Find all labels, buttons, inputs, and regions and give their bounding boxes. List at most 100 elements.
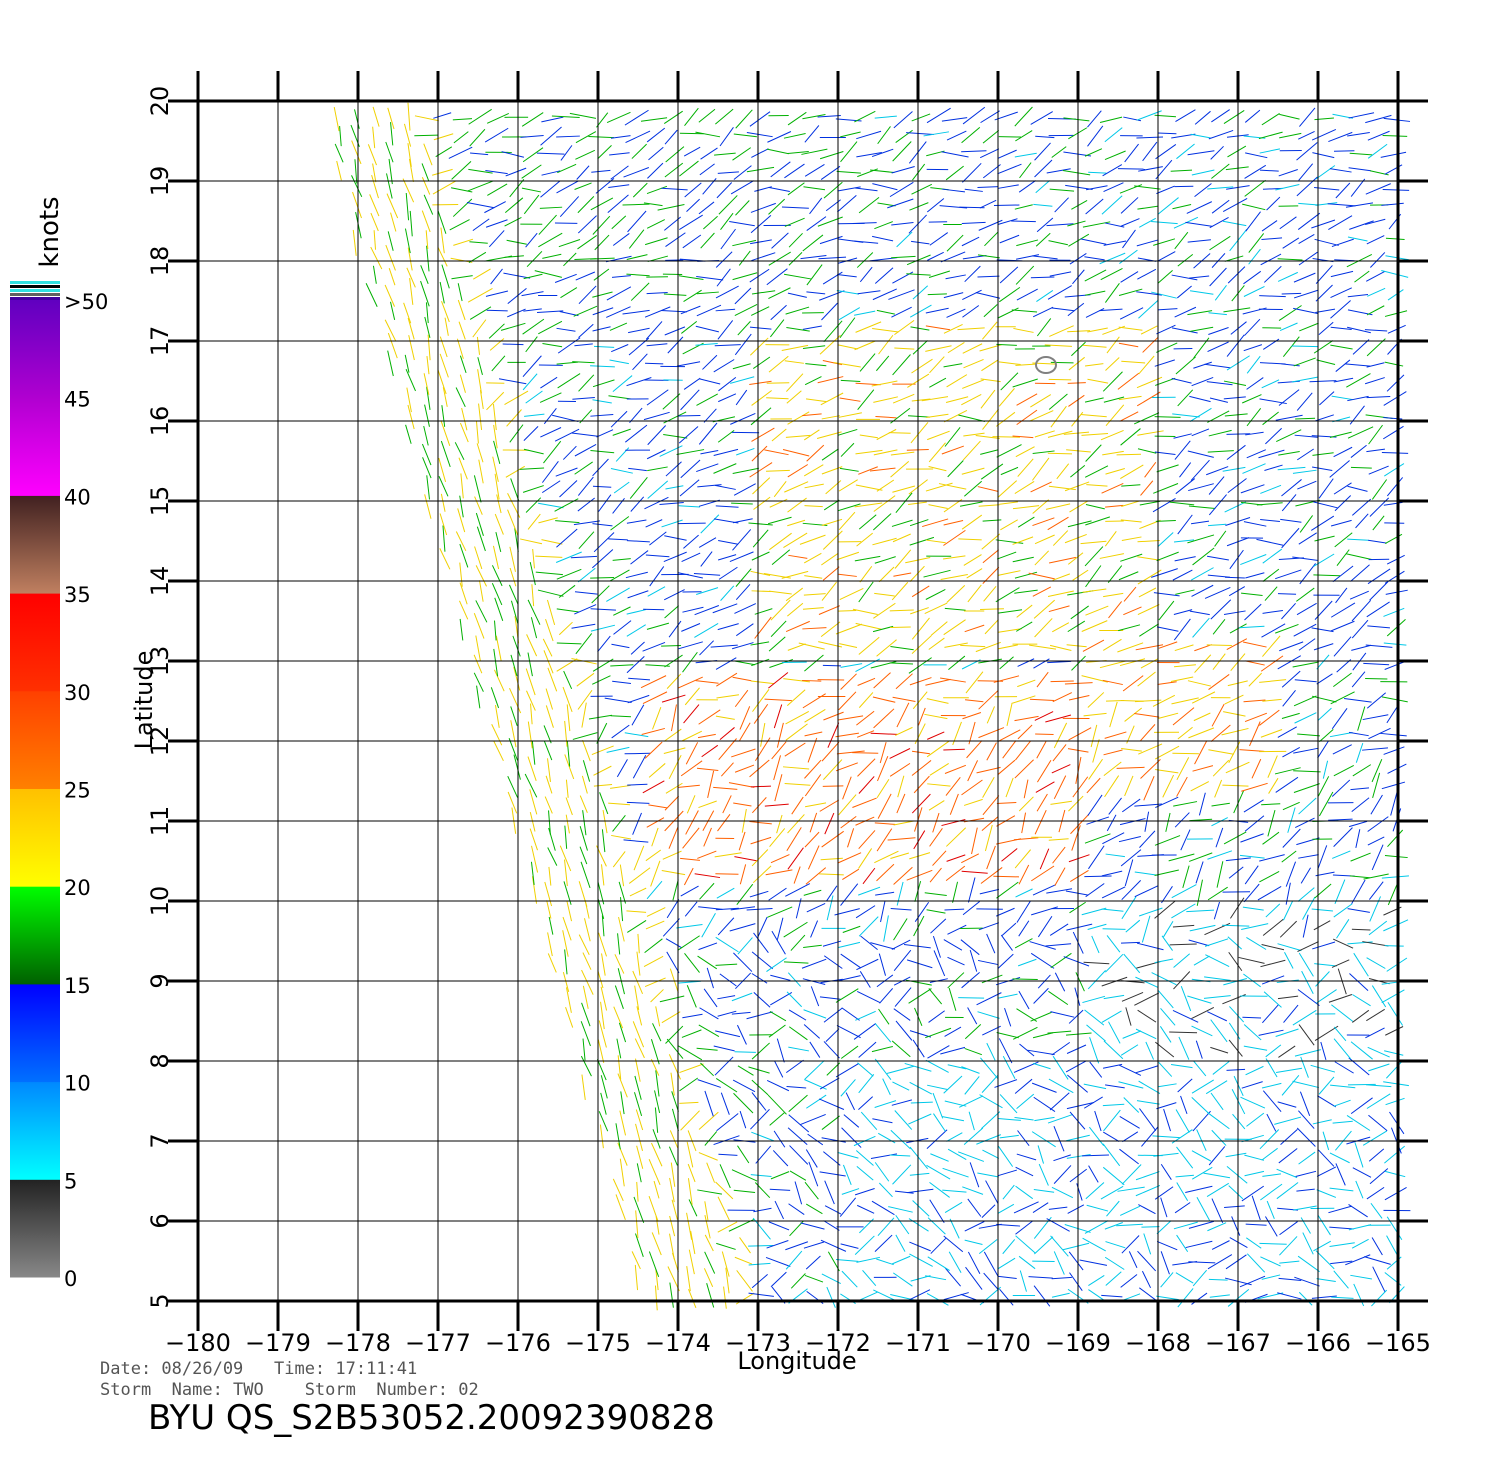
wind-barb	[1366, 271, 1385, 282]
wind-barb	[664, 795, 680, 811]
wind-barb	[1012, 435, 1034, 439]
wind-barb	[943, 1075, 963, 1094]
wind-barb	[606, 286, 632, 301]
wind-barb	[938, 483, 967, 490]
wind-barb	[525, 497, 542, 513]
wind-barb	[1267, 809, 1276, 837]
wind-barb	[1045, 943, 1072, 947]
wind-barb	[1156, 1102, 1177, 1110]
wind-barb	[895, 673, 913, 690]
wind-barb	[703, 1268, 714, 1287]
wind-barb	[752, 477, 771, 495]
wind-barb	[837, 344, 858, 350]
wind-barb	[702, 354, 718, 370]
wind-barb	[704, 1234, 714, 1252]
wind-barb	[840, 883, 859, 906]
wind-barb	[1036, 759, 1052, 783]
wind-barb	[629, 477, 648, 499]
wind-barb	[720, 212, 734, 231]
storm-name-line: Storm Name: TWO Storm Number: 02	[100, 1380, 479, 1400]
wind-barb	[1104, 1256, 1125, 1270]
wind-barb	[441, 301, 450, 323]
wind-barb	[982, 408, 999, 430]
wind-barb	[655, 1269, 659, 1291]
wind-barb	[663, 728, 682, 742]
wind-barb	[928, 1010, 945, 1023]
wind-barb	[644, 741, 663, 759]
wind-barb	[929, 828, 943, 847]
wind-barb	[1029, 644, 1057, 650]
wind-barb	[785, 620, 810, 632]
wind-barb	[1072, 776, 1089, 798]
wind-barb	[802, 234, 824, 252]
wind-barb	[734, 1256, 753, 1265]
wind-barb	[1226, 1165, 1248, 1184]
wind-barb	[630, 641, 645, 655]
wind-barb	[1191, 1166, 1213, 1180]
wind-barb	[855, 382, 881, 386]
wind-barb	[388, 267, 396, 286]
wind-barb	[1051, 1186, 1074, 1199]
wind-barb	[1052, 573, 1071, 581]
wind-barb	[1006, 703, 1013, 726]
wind-barb	[958, 997, 985, 999]
wind-barb	[642, 691, 668, 705]
wind-barb	[486, 112, 510, 124]
wind-barb	[715, 907, 739, 911]
wind-barb	[927, 293, 947, 296]
wind-barb	[617, 933, 621, 955]
wind-barb	[698, 906, 723, 910]
wind-barb	[648, 763, 666, 778]
wind-barb	[565, 797, 573, 816]
wind-barb	[966, 568, 983, 579]
wind-barb	[1224, 694, 1244, 705]
wind-barb	[1227, 145, 1247, 158]
product-id: BYU QS_S2B53052.20092390828	[148, 1398, 715, 1438]
wind-barb	[787, 519, 806, 527]
wind-barb	[466, 202, 495, 209]
wind-barb	[590, 608, 617, 611]
wind-barb	[665, 461, 682, 477]
wind-barb	[1033, 1285, 1051, 1307]
wind-barb	[1175, 1109, 1190, 1133]
wind-barb	[475, 565, 487, 587]
wind-barb	[718, 393, 737, 403]
wind-barb	[698, 942, 718, 951]
wind-barb	[627, 210, 647, 233]
wind-barb	[876, 479, 895, 492]
wind-barb	[467, 288, 493, 303]
wind-barb	[604, 697, 632, 704]
wind-barb	[1175, 356, 1196, 375]
wind-barb	[628, 467, 647, 472]
lon-tick-label: −172	[805, 1329, 871, 1357]
wind-barb	[1242, 1016, 1262, 1019]
wind-barb	[926, 107, 951, 124]
wind-barb	[622, 309, 650, 315]
wind-barb	[1019, 1043, 1035, 1057]
wind-barb	[1262, 1090, 1282, 1113]
wind-barb	[926, 909, 946, 914]
wind-barb	[372, 126, 376, 149]
wind-barb	[1012, 536, 1034, 545]
wind-barb	[713, 448, 739, 456]
wind-barb	[1158, 712, 1179, 719]
wind-barb	[1051, 146, 1067, 158]
wind-barb	[1105, 1271, 1122, 1286]
wind-barb	[1079, 1259, 1108, 1266]
wind-barb	[896, 881, 904, 906]
wind-barb	[695, 131, 721, 138]
wind-barb	[753, 991, 771, 1008]
wind-barb	[1102, 1143, 1121, 1167]
wind-barb	[1350, 852, 1371, 862]
wind-barb	[784, 742, 806, 757]
wind-barb	[1014, 480, 1035, 494]
wind-barb	[716, 182, 733, 199]
wind-barb	[874, 592, 895, 597]
wind-barb	[982, 519, 1002, 522]
wind-barb	[1015, 888, 1033, 898]
wind-barb	[1080, 540, 1107, 545]
wind-barb	[874, 115, 897, 119]
wind-barb	[661, 519, 683, 528]
wind-barb	[963, 432, 985, 437]
wind-barb	[700, 514, 720, 534]
